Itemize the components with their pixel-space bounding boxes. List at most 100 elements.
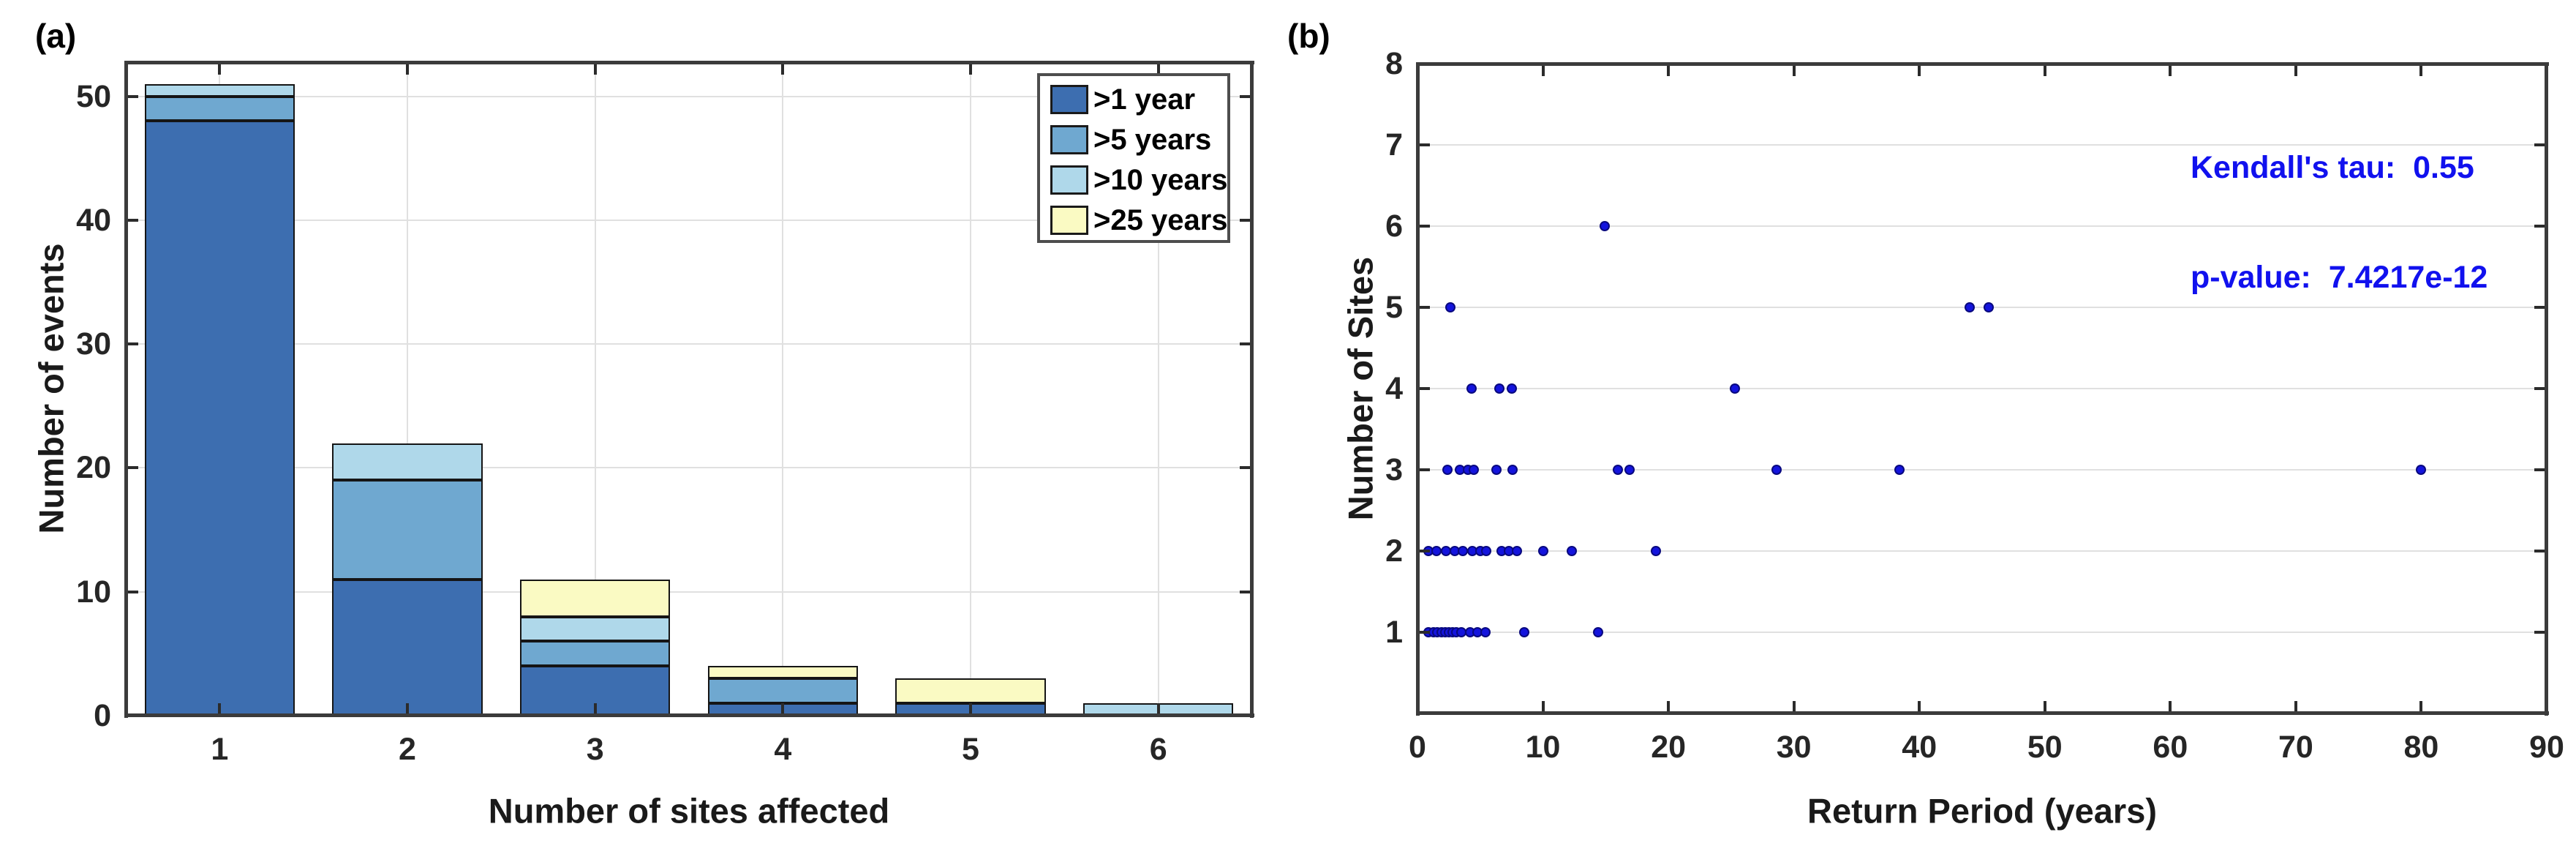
scatter-point bbox=[2416, 465, 2427, 475]
axis-spine-bottom bbox=[124, 713, 1254, 717]
scatter-point bbox=[1506, 383, 1517, 394]
scatter-point bbox=[1507, 465, 1518, 475]
y-tick-label: 6 bbox=[1385, 209, 1403, 244]
axis-spine-bottom bbox=[1416, 711, 2549, 715]
axis-spine-right bbox=[1250, 61, 1254, 718]
scatter-point bbox=[1491, 465, 1502, 475]
legend-item: >25 years bbox=[1050, 204, 1228, 236]
tick-mark bbox=[2294, 701, 2297, 713]
x-tick-label: 40 bbox=[1902, 730, 1937, 765]
gridline-vertical bbox=[594, 62, 596, 716]
tick-mark bbox=[1240, 218, 1252, 222]
scatter-point bbox=[1894, 465, 1905, 475]
bar-segment bbox=[520, 641, 671, 667]
panel-b-label: (b) bbox=[1287, 17, 1330, 55]
axis-spine-right bbox=[2545, 62, 2548, 716]
gridline-horizontal bbox=[1417, 307, 2547, 308]
legend-swatch bbox=[1050, 165, 1088, 195]
tick-mark bbox=[2534, 550, 2547, 552]
tick-mark bbox=[1667, 701, 1671, 713]
tick-mark bbox=[1240, 590, 1252, 593]
tick-mark bbox=[126, 466, 138, 470]
scatter-plot-area bbox=[1416, 62, 2549, 716]
tick-mark bbox=[2534, 387, 2547, 390]
bar-segment bbox=[895, 678, 1046, 704]
axis-spine-top bbox=[124, 61, 1254, 64]
y-tick-label: 30 bbox=[76, 326, 111, 362]
scatter-point bbox=[1730, 383, 1741, 394]
x-tick-label: 90 bbox=[2529, 730, 2564, 765]
scatter-point bbox=[1469, 465, 1480, 475]
legend-swatch bbox=[1050, 206, 1088, 235]
tick-mark bbox=[781, 703, 785, 716]
gridline-vertical bbox=[970, 62, 971, 716]
scatter-point bbox=[1567, 546, 1577, 556]
legend-item: >5 years bbox=[1050, 124, 1227, 156]
x-tick-label: 3 bbox=[586, 732, 604, 767]
panel-a-yaxis-title: Number of events bbox=[31, 243, 71, 534]
p-value-text: p-value: 7.4217e-12 bbox=[2191, 260, 2488, 295]
scatter-point bbox=[1624, 465, 1635, 475]
tick-mark bbox=[126, 218, 138, 222]
x-tick-label: 2 bbox=[399, 732, 416, 767]
tick-mark bbox=[1417, 550, 1430, 552]
tick-mark bbox=[1417, 306, 1430, 309]
scatter-point bbox=[1593, 627, 1604, 637]
bar-segment bbox=[707, 666, 858, 679]
tick-mark bbox=[1918, 64, 1921, 76]
bar-segment bbox=[144, 83, 295, 97]
scatter-point bbox=[1613, 465, 1624, 475]
y-tick-label: 8 bbox=[1385, 46, 1403, 81]
tick-mark bbox=[406, 62, 409, 75]
tick-mark bbox=[2419, 64, 2423, 76]
gridline-horizontal bbox=[1417, 225, 2547, 227]
bar-segment bbox=[520, 616, 671, 642]
tick-mark bbox=[218, 62, 222, 75]
scatter-point bbox=[1983, 302, 1994, 312]
gridline-horizontal bbox=[1417, 550, 2547, 552]
legend-label: >1 year bbox=[1093, 83, 1196, 116]
tick-mark bbox=[1417, 143, 1430, 146]
x-tick-label: 10 bbox=[1525, 730, 1561, 765]
gridline-horizontal bbox=[126, 467, 1252, 469]
x-tick-label: 4 bbox=[774, 732, 792, 767]
tick-mark bbox=[1240, 94, 1252, 98]
bar-segment bbox=[707, 678, 858, 704]
legend-item: >1 year bbox=[1050, 83, 1227, 116]
axis-spine-top bbox=[1416, 62, 2549, 66]
tick-mark bbox=[1541, 64, 1545, 76]
legend-label: >10 years bbox=[1093, 164, 1228, 196]
tick-mark bbox=[2534, 143, 2547, 146]
scatter-point bbox=[1650, 546, 1661, 556]
tick-mark bbox=[2043, 701, 2046, 713]
bar-segment bbox=[144, 96, 295, 121]
tick-mark bbox=[1541, 701, 1545, 713]
scatter-point bbox=[1442, 465, 1453, 475]
tick-mark bbox=[2534, 306, 2547, 309]
tick-mark bbox=[2419, 701, 2423, 713]
gridline-horizontal bbox=[1417, 632, 2547, 633]
scatter-point bbox=[1771, 465, 1782, 475]
axis-spine-left bbox=[124, 61, 128, 718]
tick-mark bbox=[593, 703, 597, 716]
legend-label: >5 years bbox=[1093, 124, 1212, 156]
tick-mark bbox=[1417, 225, 1430, 228]
scatter-point bbox=[1599, 221, 1610, 231]
gridline-horizontal bbox=[126, 219, 1252, 221]
tick-mark bbox=[126, 94, 138, 98]
tick-mark bbox=[1156, 62, 1160, 75]
axis-spine-left bbox=[1416, 62, 1420, 716]
legend-item: >10 years bbox=[1050, 164, 1228, 196]
tick-mark bbox=[1156, 703, 1160, 716]
scatter-point bbox=[1511, 546, 1522, 556]
scatter-point bbox=[1481, 546, 1492, 556]
bar-segment bbox=[520, 579, 671, 617]
tick-mark bbox=[1240, 466, 1252, 470]
tick-mark bbox=[593, 62, 597, 75]
y-tick-label: 4 bbox=[1385, 371, 1403, 406]
legend-swatch bbox=[1050, 85, 1088, 114]
y-tick-label: 7 bbox=[1385, 127, 1403, 162]
tick-mark bbox=[1417, 387, 1430, 390]
legend-swatch bbox=[1050, 125, 1088, 154]
